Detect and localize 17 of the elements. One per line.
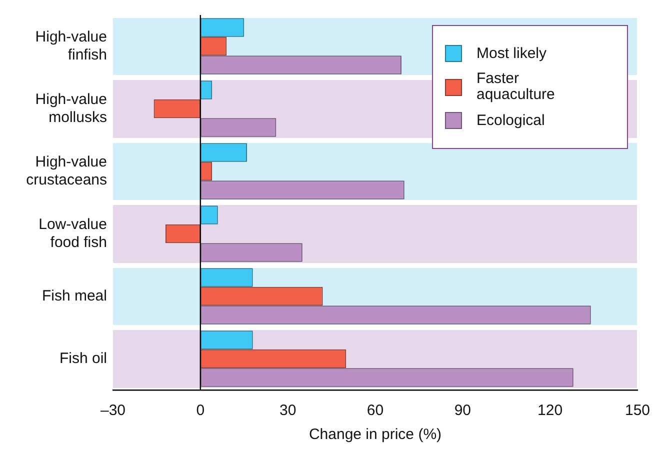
y-tick-label: High-value finfish bbox=[35, 28, 107, 64]
x-tick-label: 60 bbox=[366, 402, 384, 420]
x-tick-label: 30 bbox=[279, 402, 296, 420]
x-tick-label: 90 bbox=[454, 402, 471, 420]
y-tick-label: Fish meal bbox=[42, 287, 107, 304]
y-tick-label: High-value crustaceans bbox=[26, 153, 107, 188]
y-tick-label: Fish oil bbox=[59, 350, 107, 367]
x-tick-label: –30 bbox=[100, 402, 126, 420]
legend-label: Most likely bbox=[476, 44, 546, 62]
y-tick-label: High-value mollusks bbox=[35, 90, 107, 126]
legend-label: Ecological bbox=[476, 112, 545, 128]
y-tick-label: Low-value food fish bbox=[38, 216, 107, 251]
x-axis-title: Change in price (%) bbox=[308, 426, 442, 444]
x-tick-label: 120 bbox=[538, 402, 563, 420]
legend-label: Faster aquaculture bbox=[476, 70, 556, 103]
x-tick-label: 0 bbox=[196, 402, 205, 420]
x-tick-label: 150 bbox=[624, 402, 650, 420]
